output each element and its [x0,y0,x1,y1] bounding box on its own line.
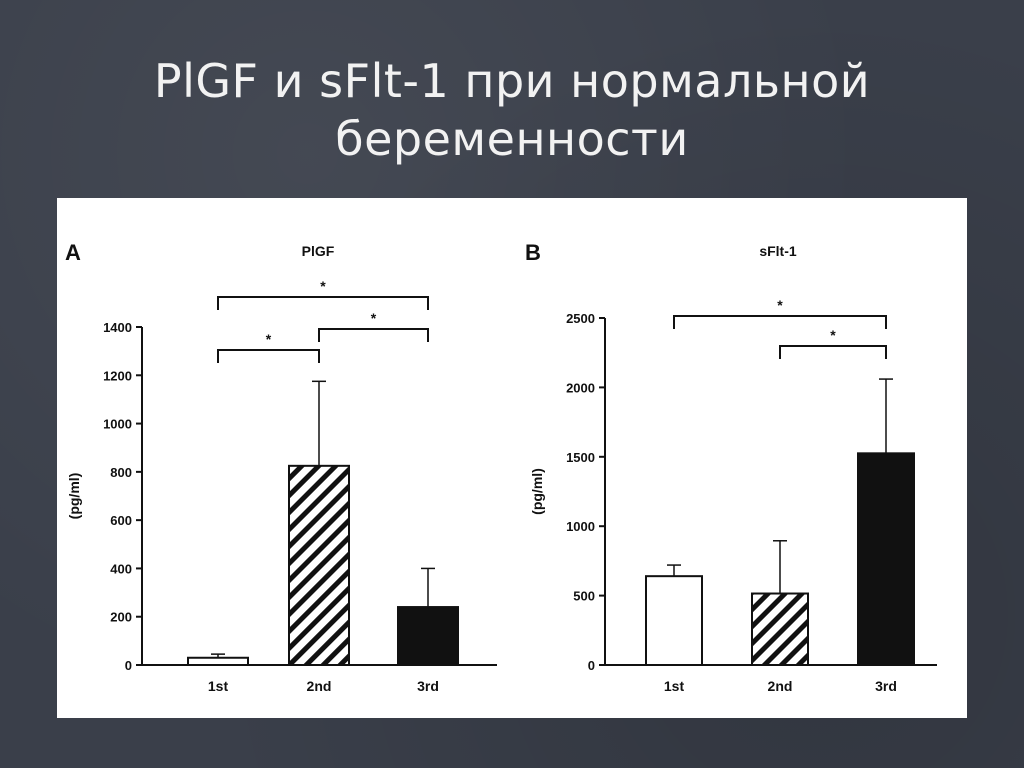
bar-1st [187,656,249,666]
x-tick-label: 1st [664,678,685,694]
figure-svg: A PlGF 0 200 400 600 800 1000 1200 1400 (pg/ml) 1st… [65,240,937,694]
significance-marker: * [777,297,783,313]
bar-3rd [857,452,915,666]
figure-panel: A PlGF 0 200 400 600 800 1000 1200 1400 (pg/ml) 1st… [57,198,967,718]
chart-title: PlGF [302,243,335,259]
x-tick-label: 3rd [417,678,439,694]
slide-title-line-2: беременности [335,112,689,166]
panel-label: A [65,240,81,265]
chart-title: sFlt-1 [759,243,797,259]
significance-bracket [217,296,429,310]
significance-bracket [217,349,320,363]
x-tick-label: 3rd [875,678,897,694]
bar-1st [645,575,703,666]
y-tick-label: 1000 [566,519,595,534]
y-tick-label: 2000 [566,380,595,395]
slide-title: PlGF и sFlt-1 при нормальной беременност… [0,52,1024,168]
x-tick-label: 2nd [768,678,793,694]
significance-marker: * [266,331,272,347]
significance-marker: * [371,310,377,326]
y-axis-label: (pg/ml) [529,468,545,515]
significance-marker: * [320,278,326,294]
x-tick-label: 1st [208,678,229,694]
x-tick-label: 2nd [307,678,332,694]
y-tick-label: 0 [125,658,132,673]
y-axis-label: (pg/ml) [66,473,82,520]
significance-bracket [318,328,429,342]
bar-2nd [751,592,809,667]
y-tick-label: 1500 [566,450,595,465]
y-tick-label: 500 [573,589,595,604]
y-tick-label: 2500 [566,311,595,326]
bar-3rd [397,606,459,666]
bar-2nd [288,464,350,667]
y-tick-label: 800 [110,465,132,480]
y-tick-label: 1000 [103,417,132,432]
slide-title-line-1: PlGF и sFlt-1 при нормальной [153,54,871,108]
y-tick-label: 1400 [103,320,132,335]
significance-marker: * [830,327,836,343]
panel-label: B [525,240,541,265]
significance-bracket [779,345,887,359]
y-tick-label: 400 [110,561,132,576]
y-tick-label: 0 [588,658,595,673]
significance-bracket [673,315,887,329]
y-tick-label: 600 [110,513,132,528]
y-tick-label: 1200 [103,368,132,383]
y-tick-label: 200 [110,610,132,625]
